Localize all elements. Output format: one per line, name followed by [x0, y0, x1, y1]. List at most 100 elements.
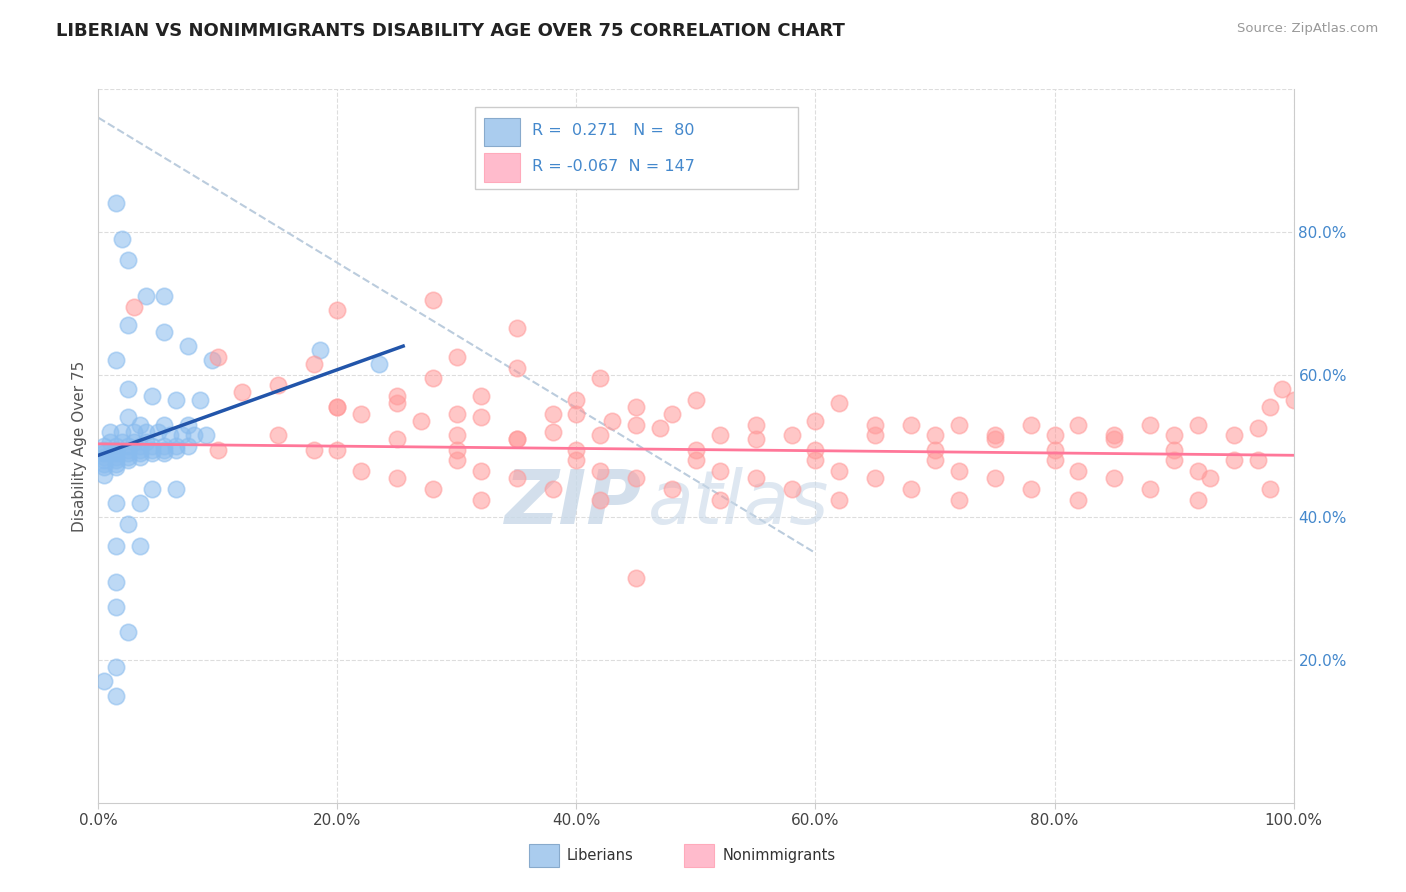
Point	[93, 439, 115, 453]
Point	[165, 482, 187, 496]
Point	[141, 442, 163, 457]
FancyBboxPatch shape	[485, 118, 520, 146]
Point	[105, 574, 128, 589]
Point	[93, 467, 115, 482]
Point	[422, 371, 444, 385]
Point	[105, 450, 128, 464]
Point	[153, 325, 176, 339]
Point	[1258, 400, 1281, 414]
Point	[626, 471, 648, 485]
Point	[948, 464, 970, 478]
Point	[188, 392, 211, 407]
Point	[780, 482, 803, 496]
Point	[470, 492, 492, 507]
Point	[1163, 453, 1185, 467]
Point	[177, 439, 200, 453]
Point	[602, 414, 624, 428]
Point	[141, 439, 163, 453]
Point	[589, 371, 612, 385]
Point	[172, 428, 194, 442]
Point	[422, 482, 444, 496]
Point	[124, 425, 146, 439]
Point	[589, 492, 612, 507]
Point	[984, 432, 1007, 446]
Point	[177, 339, 200, 353]
Point	[98, 435, 122, 450]
Point	[900, 482, 922, 496]
Point	[565, 453, 588, 467]
Text: ZIP: ZIP	[505, 467, 643, 540]
Point	[506, 432, 529, 446]
Point	[1019, 417, 1042, 432]
Point	[153, 289, 176, 303]
Point	[589, 464, 612, 478]
Point	[135, 435, 157, 450]
Point	[326, 400, 349, 414]
Point	[626, 400, 648, 414]
Point	[124, 300, 146, 314]
Point	[385, 471, 409, 485]
Point	[446, 442, 468, 457]
Text: Source: ZipAtlas.com: Source: ZipAtlas.com	[1237, 22, 1378, 36]
Point	[105, 660, 128, 674]
Point	[804, 414, 827, 428]
Point	[129, 417, 152, 432]
Point	[1067, 492, 1090, 507]
Point	[385, 432, 409, 446]
Point	[1247, 453, 1270, 467]
Point	[446, 453, 468, 467]
Point	[135, 289, 157, 303]
Point	[804, 453, 827, 467]
Point	[1223, 453, 1246, 467]
Point	[105, 539, 128, 553]
Point	[924, 428, 946, 442]
Point	[565, 392, 588, 407]
Point	[124, 435, 146, 450]
Point	[105, 460, 128, 475]
Point	[1104, 471, 1126, 485]
Point	[105, 353, 128, 368]
Point	[1104, 432, 1126, 446]
Point	[828, 396, 851, 410]
Point	[1187, 492, 1209, 507]
Point	[565, 442, 588, 457]
Point	[153, 417, 176, 432]
Point	[93, 457, 115, 471]
Point	[661, 482, 683, 496]
Point	[129, 439, 152, 453]
Point	[541, 425, 564, 439]
Point	[865, 471, 887, 485]
Point	[117, 318, 139, 332]
Point	[308, 343, 330, 357]
Point	[385, 389, 409, 403]
Point	[1271, 382, 1294, 396]
Point	[153, 439, 176, 453]
Point	[385, 396, 409, 410]
Point	[117, 253, 139, 268]
FancyBboxPatch shape	[529, 844, 558, 867]
Point	[129, 450, 152, 464]
Point	[117, 442, 139, 457]
Point	[195, 428, 218, 442]
Point	[1139, 417, 1161, 432]
Point	[828, 492, 851, 507]
Point	[141, 482, 163, 496]
Point	[626, 571, 648, 585]
Point	[302, 357, 325, 371]
Point	[117, 446, 139, 460]
Point	[105, 599, 128, 614]
Point	[984, 428, 1007, 442]
Point	[1067, 417, 1090, 432]
Point	[129, 496, 152, 510]
Point	[780, 428, 803, 442]
Point	[117, 517, 139, 532]
Point	[1247, 421, 1270, 435]
Point	[1043, 442, 1066, 457]
Point	[506, 360, 529, 375]
Point	[105, 446, 128, 460]
Point	[745, 432, 768, 446]
Point	[865, 428, 887, 442]
Point	[129, 446, 152, 460]
Point	[709, 464, 731, 478]
Point	[506, 432, 529, 446]
